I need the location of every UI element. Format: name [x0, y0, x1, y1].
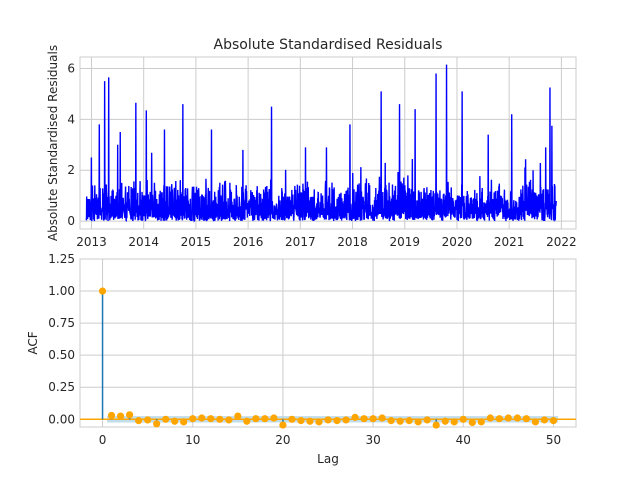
- acf-point: [297, 416, 305, 425]
- acf-point: [423, 416, 431, 424]
- acf-point: [126, 411, 134, 419]
- acf-point: [116, 412, 125, 420]
- acf-point: [540, 416, 549, 424]
- acf-x-tick-labels: 0 10 20 30 40 50: [99, 433, 561, 447]
- acf-point: [153, 420, 161, 428]
- residuals-x-tick-label: 2022: [546, 235, 577, 249]
- residuals-y-tick-label: 4: [67, 112, 75, 126]
- acf-point: [225, 416, 233, 424]
- residuals-y-tick-label: 6: [67, 61, 75, 75]
- acf-point: [504, 414, 512, 422]
- acf-point: [531, 418, 540, 426]
- residuals-x-tick-labels: 2013 2014 2015 2016 2017 2018 2019 2020 2021 2022: [76, 235, 576, 249]
- residuals-x-tick-label: 2021: [494, 235, 525, 249]
- acf-panel: 0 10 20 30 40 50 0.00 0.25 0.50 0.75 1.00 1.25 Lag…: [26, 252, 577, 466]
- residuals-x-tick-label: 2013: [76, 235, 107, 249]
- acf-point: [198, 414, 206, 422]
- acf-point: [387, 416, 395, 425]
- residuals-series-line: [85, 64, 557, 223]
- residuals-x-tick-label: 2017: [285, 235, 316, 249]
- acf-point: [107, 411, 116, 420]
- acf-markers: [98, 287, 558, 429]
- acf-point: [477, 418, 485, 426]
- acf-point: [180, 418, 188, 426]
- acf-point: [369, 415, 377, 423]
- residuals-chart-title: Absolute Standardised Residuals: [214, 37, 443, 53]
- acf-point: [450, 418, 458, 426]
- acf-point: [162, 415, 170, 423]
- residuals-y-tick-label: 2: [67, 163, 75, 177]
- acf-point: [270, 414, 278, 422]
- residuals-panel: 2013 2014 2015 2016 2017 2018 2019 2020 2021 2022…: [46, 37, 577, 249]
- acf-y-tick-label: 0.75: [48, 316, 75, 330]
- acf-point: [315, 418, 323, 426]
- acf-point: [486, 414, 494, 422]
- acf-point: [216, 415, 224, 423]
- acf-point: [288, 415, 296, 423]
- residuals-y-axis-label: Absolute Standardised Residuals: [46, 45, 60, 241]
- residuals-x-tick-label: 2014: [128, 235, 159, 249]
- acf-x-tick-label: 50: [546, 433, 561, 447]
- acf-point: [351, 413, 359, 421]
- acf-point: [234, 412, 242, 420]
- residuals-y-tick-label: 0: [67, 214, 75, 228]
- acf-point: [135, 416, 143, 425]
- acf-y-tick-labels: 0.00 0.25 0.50 0.75 1.00 1.25: [48, 252, 75, 426]
- acf-x-tick-label: 20: [275, 433, 290, 447]
- acf-point: [495, 415, 503, 423]
- acf-y-tick-label: 0.00: [48, 412, 75, 426]
- acf-point: [171, 417, 179, 425]
- acf-x-tick-label: 10: [185, 433, 200, 447]
- acf-y-axis-label: ACF: [26, 331, 40, 354]
- acf-y-tick-label: 1.25: [48, 252, 75, 266]
- acf-point: [378, 414, 386, 422]
- acf-point: [98, 287, 107, 295]
- acf-point: [513, 414, 521, 422]
- acf-point: [396, 417, 404, 425]
- acf-point: [261, 415, 269, 423]
- acf-point: [405, 416, 413, 425]
- acf-x-tick-label: 0: [99, 433, 107, 447]
- acf-point: [459, 415, 467, 423]
- residuals-x-tick-label: 2018: [337, 235, 368, 249]
- acf-x-axis-label: Lag: [317, 452, 339, 466]
- residuals-x-tick-label: 2020: [442, 235, 473, 249]
- acf-point: [441, 417, 449, 425]
- acf-point: [207, 415, 215, 423]
- acf-point: [549, 416, 558, 425]
- acf-y-tick-label: 1.00: [48, 284, 75, 298]
- acf-x-tick-label: 40: [456, 433, 471, 447]
- acf-y-tick-label: 0.50: [48, 348, 75, 362]
- acf-point: [243, 417, 251, 425]
- acf-x-tick-label: 30: [365, 433, 380, 447]
- acf-point: [468, 418, 476, 427]
- residuals-x-tick-label: 2015: [181, 235, 212, 249]
- residuals-x-tick-label: 2016: [233, 235, 264, 249]
- acf-point: [432, 421, 440, 429]
- acf-point: [252, 415, 260, 423]
- residuals-x-tick-label: 2019: [389, 235, 420, 249]
- acf-point: [342, 416, 350, 424]
- acf-point: [279, 421, 287, 429]
- acf-point: [189, 415, 197, 423]
- acf-point: [144, 416, 152, 424]
- acf-point: [333, 416, 341, 425]
- acf-point: [522, 415, 531, 423]
- acf-point: [414, 418, 422, 426]
- acf-point: [324, 416, 332, 424]
- acf-y-tick-label: 0.25: [48, 380, 75, 394]
- acf-point: [360, 415, 368, 423]
- residuals-y-tick-labels: 0 2 4 6: [67, 61, 75, 228]
- acf-plot-area: [79, 258, 577, 428]
- acf-point: [306, 417, 314, 425]
